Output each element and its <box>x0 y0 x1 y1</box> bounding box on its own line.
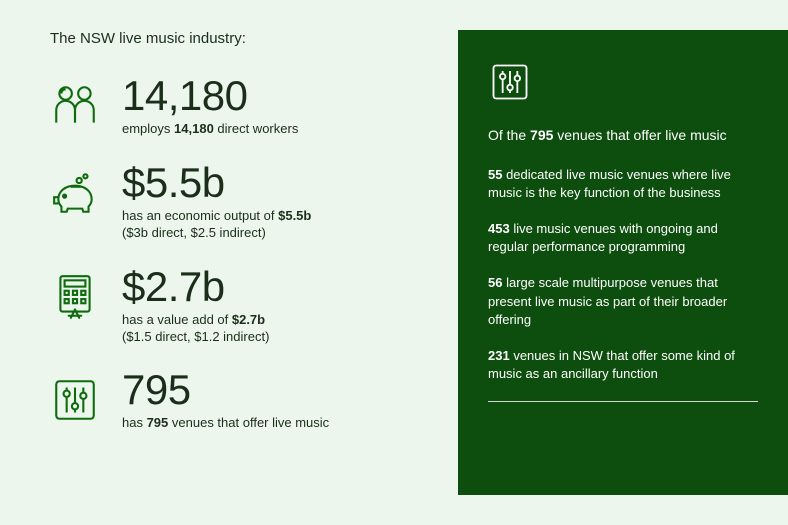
stat-number: 795 <box>122 369 438 411</box>
right-item-text: venues in NSW that offer some kind of mu… <box>488 348 735 381</box>
right-panel: Of the 795 venues that offer live music … <box>458 30 788 495</box>
stat-desc-bold: $2.7b <box>232 312 265 327</box>
stat-row: 795 has 795 venues that offer live music <box>50 369 438 432</box>
stat-desc-bold: $5.5b <box>278 208 311 223</box>
stat-desc-post: venues that offer live music <box>168 415 329 430</box>
right-item-bold: 231 <box>488 348 510 363</box>
right-item-text: large scale multipurpose venues that pre… <box>488 275 727 326</box>
stat-desc: employs 14,180 direct workers <box>122 121 438 138</box>
mixer-icon <box>50 375 100 425</box>
stat-desc-pre: has an economic output of <box>122 208 278 223</box>
right-item: 56 large scale multipurpose venues that … <box>488 274 758 329</box>
stat-row: 14,180 employs 14,180 direct workers <box>50 75 438 138</box>
stat-desc: has an economic output of $5.5b ($3b dir… <box>122 208 438 242</box>
right-item: 453 live music venues with ongoing and r… <box>488 220 758 256</box>
left-column: The NSW live music industry: 14,180 empl… <box>50 30 458 495</box>
right-intro-pre: Of the <box>488 127 530 143</box>
mixer-icon <box>488 60 532 104</box>
stat-desc-pre: has <box>122 415 147 430</box>
stat-number: $2.7b <box>122 266 438 308</box>
stat-desc-line2: ($3b direct, $2.5 indirect) <box>122 225 266 240</box>
stat-number: 14,180 <box>122 75 438 117</box>
page-title: The NSW live music industry: <box>50 30 438 47</box>
people-icon <box>50 81 100 131</box>
right-intro-post: venues that offer live music <box>553 127 726 143</box>
piggybank-icon <box>50 168 100 218</box>
stat-desc-bold: 14,180 <box>174 121 214 136</box>
divider <box>488 401 758 402</box>
right-item: 55 dedicated live music venues where liv… <box>488 166 758 202</box>
stat-desc-line2: ($1.5 direct, $1.2 indirect) <box>122 329 269 344</box>
stat-text: $5.5b has an economic output of $5.5b ($… <box>122 162 438 242</box>
right-item-text: live music venues with ongoing and regul… <box>488 221 718 254</box>
right-intro: Of the 795 venues that offer live music <box>488 126 758 146</box>
stat-text: 795 has 795 venues that offer live music <box>122 369 438 432</box>
stat-row: $2.7b has a value add of $2.7b ($1.5 dir… <box>50 266 438 346</box>
right-item: 231 venues in NSW that offer some kind o… <box>488 347 758 383</box>
page-container: The NSW live music industry: 14,180 empl… <box>0 0 788 525</box>
stat-number: $5.5b <box>122 162 438 204</box>
stat-desc-pre: employs <box>122 121 174 136</box>
right-item-bold: 55 <box>488 167 502 182</box>
right-item-bold: 453 <box>488 221 510 236</box>
stat-desc: has 795 venues that offer live music <box>122 415 438 432</box>
right-item-bold: 56 <box>488 275 502 290</box>
calculator-icon <box>50 272 100 322</box>
stat-row: $5.5b has an economic output of $5.5b ($… <box>50 162 438 242</box>
stat-desc-pre: has a value add of <box>122 312 232 327</box>
stat-desc: has a value add of $2.7b ($1.5 direct, $… <box>122 312 438 346</box>
right-item-text: dedicated live music venues where live m… <box>488 167 731 200</box>
stat-desc-post: direct workers <box>214 121 299 136</box>
stat-text: 14,180 employs 14,180 direct workers <box>122 75 438 138</box>
stat-desc-bold: 795 <box>147 415 169 430</box>
stat-text: $2.7b has a value add of $2.7b ($1.5 dir… <box>122 266 438 346</box>
right-intro-bold: 795 <box>530 127 553 143</box>
